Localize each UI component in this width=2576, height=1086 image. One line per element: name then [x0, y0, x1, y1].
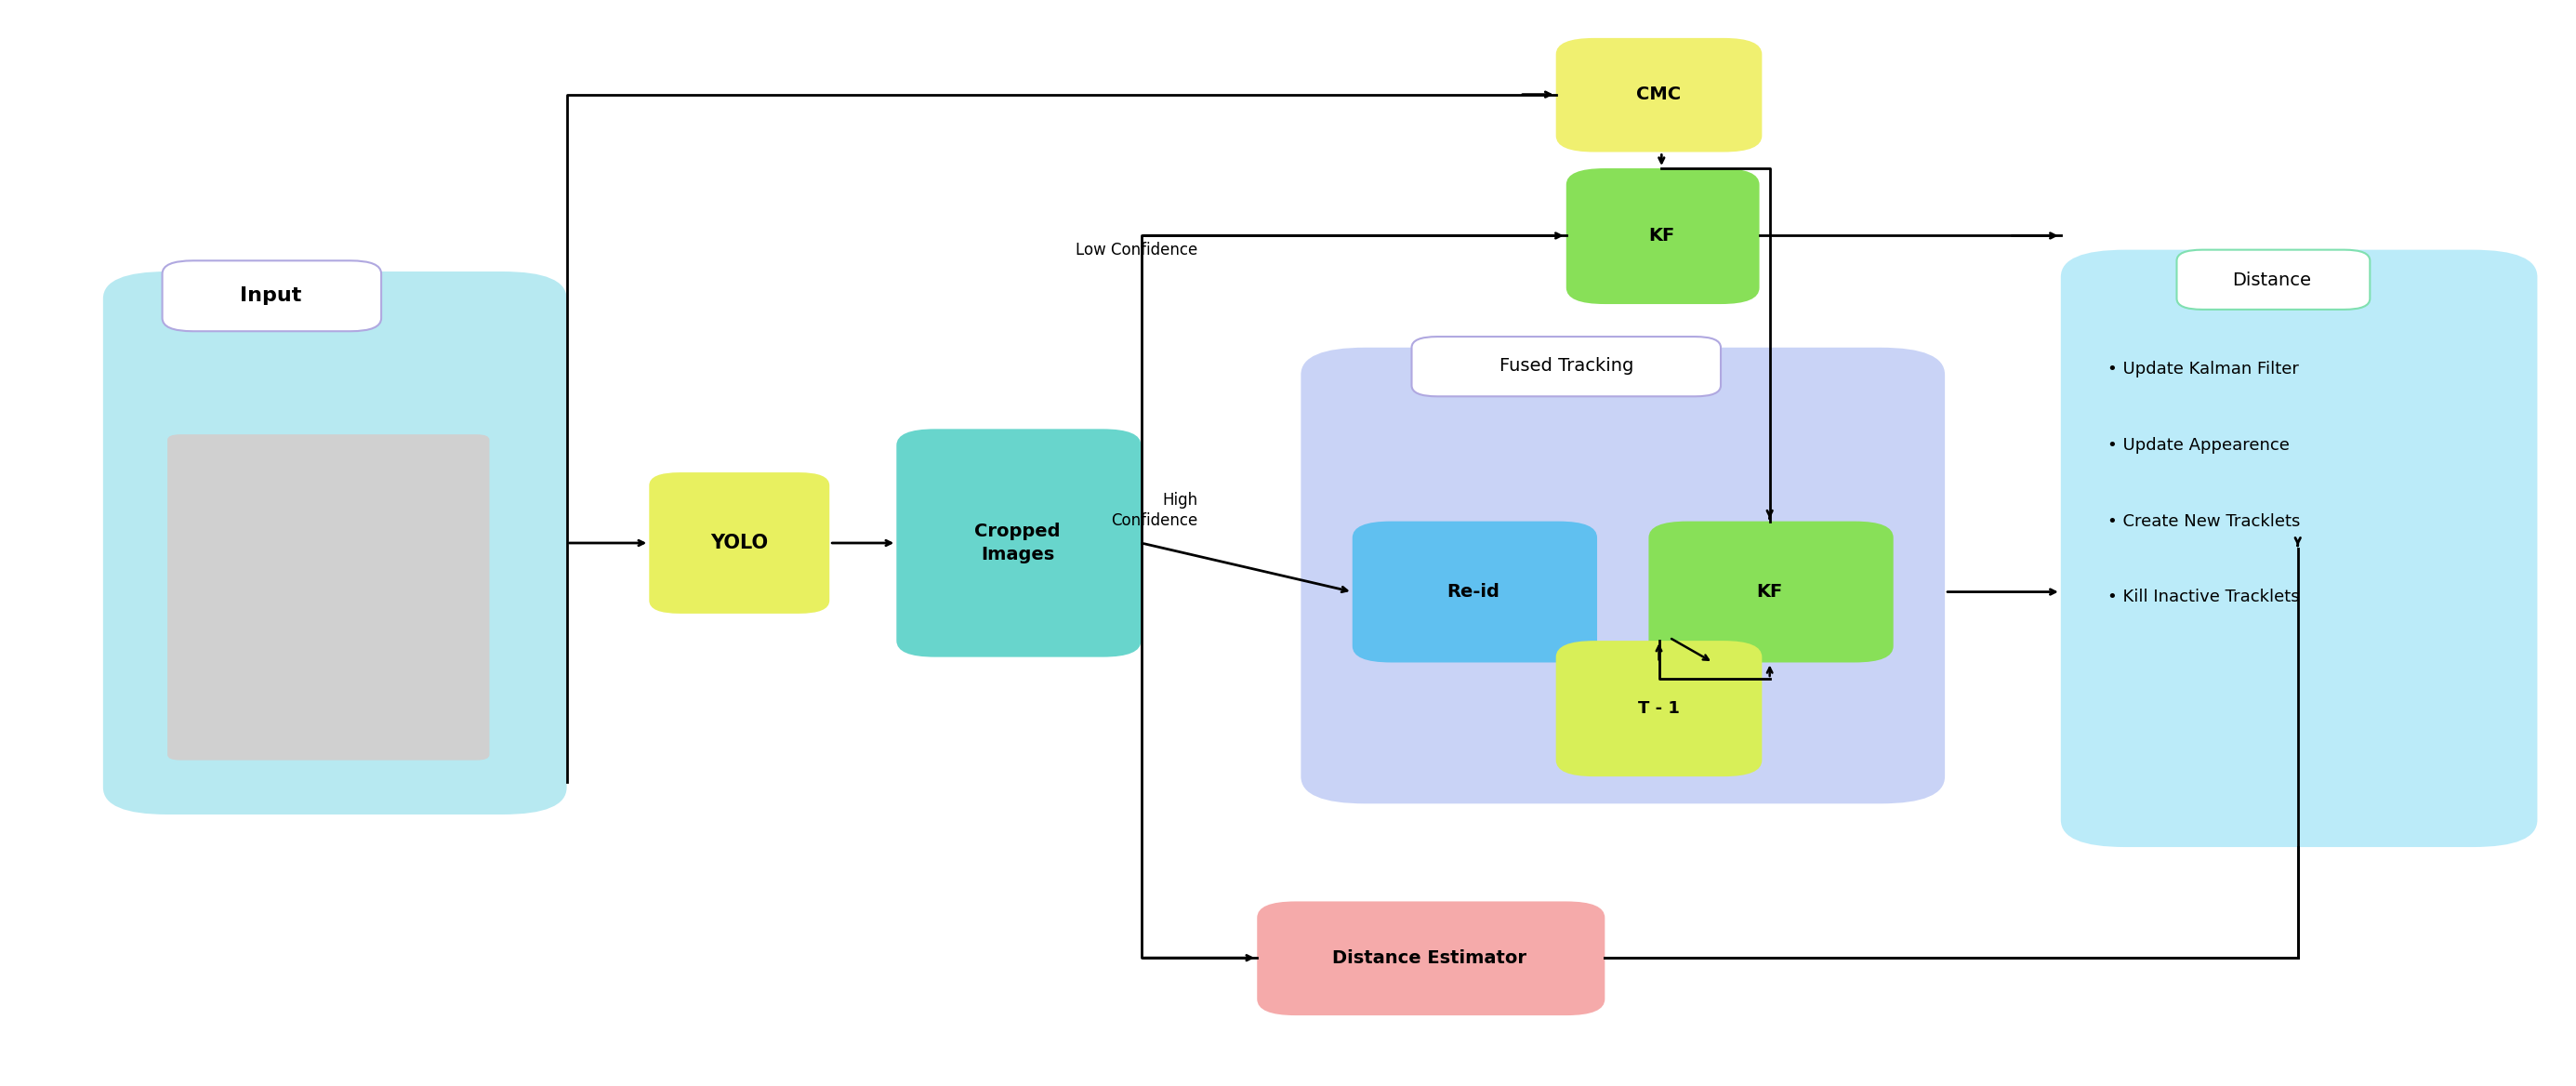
Text: KF: KF	[1649, 227, 1674, 244]
Text: Fused Tracking: Fused Tracking	[1499, 357, 1633, 375]
FancyBboxPatch shape	[1649, 521, 1893, 662]
Text: • Update Appearence: • Update Appearence	[2107, 437, 2290, 454]
FancyBboxPatch shape	[1257, 901, 1605, 1015]
Text: KF: KF	[1757, 583, 1783, 601]
Text: Distance Estimator: Distance Estimator	[1332, 949, 1528, 967]
Text: • Create New Tracklets: • Create New Tracklets	[2107, 513, 2300, 530]
FancyBboxPatch shape	[162, 261, 381, 331]
Text: • Update Kalman Filter: • Update Kalman Filter	[2107, 361, 2298, 378]
FancyBboxPatch shape	[103, 272, 567, 814]
Text: Distance: Distance	[2233, 272, 2311, 289]
FancyBboxPatch shape	[2177, 250, 2370, 310]
Text: Input: Input	[240, 286, 301, 305]
FancyBboxPatch shape	[649, 472, 829, 614]
Text: Re-id: Re-id	[1448, 583, 1499, 601]
FancyBboxPatch shape	[896, 429, 1141, 657]
FancyBboxPatch shape	[2061, 250, 2537, 847]
Text: T - 1: T - 1	[1638, 699, 1680, 717]
Text: YOLO: YOLO	[711, 533, 768, 553]
Text: High
Confidence: High Confidence	[1110, 492, 1198, 529]
FancyBboxPatch shape	[1556, 641, 1762, 776]
Text: CMC: CMC	[1636, 86, 1682, 103]
FancyBboxPatch shape	[1301, 348, 1945, 804]
FancyBboxPatch shape	[1566, 168, 1759, 304]
FancyBboxPatch shape	[1556, 38, 1762, 152]
Text: Cropped
Images: Cropped Images	[974, 522, 1061, 564]
FancyBboxPatch shape	[1352, 521, 1597, 662]
Text: • Kill Inactive Tracklets: • Kill Inactive Tracklets	[2107, 589, 2300, 606]
FancyBboxPatch shape	[167, 434, 489, 760]
Text: Low Confidence: Low Confidence	[1077, 241, 1198, 258]
FancyBboxPatch shape	[1412, 337, 1721, 396]
